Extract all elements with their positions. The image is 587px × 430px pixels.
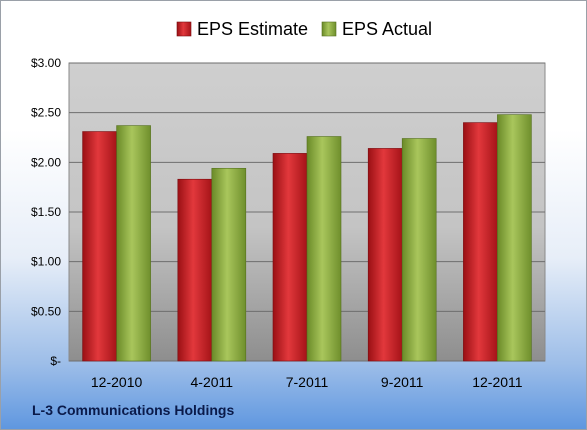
legend-label: EPS Actual [342,19,432,39]
x-tick-label: 4-2011 [191,374,234,390]
bar-eps-actual [116,125,151,362]
bar-eps-estimate [177,178,213,362]
bar-eps-actual [497,114,532,362]
x-tick-label: 12-2011 [472,374,523,390]
x-tick-label: 12-2010 [91,374,143,390]
bar-eps-actual [306,136,342,362]
y-tick-label: $3.00 [31,56,61,70]
legend-label: EPS Estimate [197,19,308,39]
bar-eps-actual [211,167,247,362]
y-tick-label: $2.00 [31,155,61,169]
x-tick-label: 7-2011 [286,374,329,390]
x-tick-label: 9-2011 [381,374,424,390]
y-tick-label: $1.00 [31,255,61,269]
x-axis: 12-2010 4-2011 7-2011 9-2011 12-2011 [91,374,523,390]
company-name: L-3 Communications Holdings [32,402,235,418]
bar-eps-actual [401,138,437,362]
bar-eps-estimate [82,131,117,362]
y-tick-label: $0.50 [31,304,61,318]
bar-eps-estimate [272,153,308,362]
y-tick-label: $1.50 [31,205,61,219]
y-axis: $- $0.50 $1.00 $1.50 $2.00 $2.50 $3.00 [31,56,61,368]
bar-eps-estimate [463,122,498,362]
legend: EPS Estimate EPS Actual [176,19,432,39]
legend-swatch [321,21,337,37]
y-tick-label: $- [50,354,61,368]
legend-swatch [176,21,192,37]
y-tick-label: $2.50 [31,106,61,120]
bar-eps-estimate [367,148,403,362]
bars [82,114,532,362]
